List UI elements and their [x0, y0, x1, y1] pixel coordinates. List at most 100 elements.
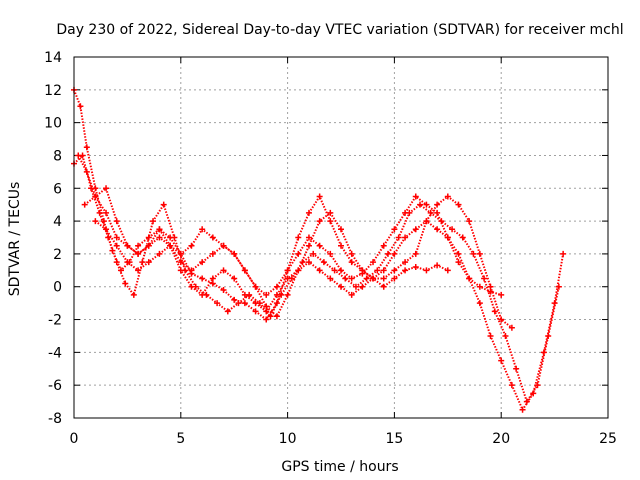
data-point	[92, 193, 99, 200]
data-point	[122, 280, 129, 287]
data-point	[220, 287, 227, 294]
x-tick-label: 20	[492, 431, 510, 447]
data-point	[498, 357, 505, 364]
y-tick-label: 14	[44, 50, 62, 66]
data-point	[139, 259, 146, 266]
data-point	[402, 234, 409, 241]
data-point	[370, 275, 377, 282]
data-point	[209, 234, 216, 241]
data-point	[224, 308, 231, 315]
data-point	[241, 267, 248, 274]
data-point	[338, 267, 344, 274]
data-point	[342, 275, 349, 282]
data-point	[395, 234, 402, 241]
data-point	[434, 201, 441, 208]
data-point	[167, 242, 174, 249]
data-point	[359, 267, 366, 274]
data-point	[444, 193, 451, 200]
data-point	[327, 250, 334, 257]
y-tick-label: -4	[48, 345, 62, 361]
y-tick-label: -2	[48, 313, 62, 329]
data-point	[402, 259, 409, 266]
data-point	[487, 332, 494, 339]
data-point	[391, 275, 398, 282]
data-point	[305, 209, 312, 216]
data-point	[470, 250, 477, 257]
data-point	[348, 275, 355, 282]
data-point	[476, 250, 483, 257]
data-point	[220, 267, 227, 274]
y-tick-label: 10	[44, 116, 62, 132]
data-point	[188, 242, 195, 249]
x-tick-label: 10	[279, 431, 297, 447]
data-point	[434, 209, 441, 216]
data-point	[156, 234, 163, 241]
data-point	[434, 262, 441, 269]
x-tick-label: 0	[70, 431, 79, 447]
data-point	[156, 226, 163, 233]
data-point	[241, 300, 248, 307]
data-point	[316, 193, 323, 200]
data-point	[124, 242, 131, 249]
data-point	[412, 226, 419, 233]
data-point	[412, 250, 419, 257]
data-point	[135, 250, 142, 257]
data-point	[338, 226, 344, 233]
data-point	[555, 283, 562, 290]
x-tick-label: 15	[385, 431, 403, 447]
data-point	[124, 259, 131, 266]
data-series	[71, 86, 567, 413]
data-point	[310, 250, 317, 257]
data-point	[263, 308, 270, 315]
y-tick-label: 2	[53, 247, 62, 263]
data-point	[380, 242, 387, 249]
data-point	[327, 275, 334, 282]
data-point	[402, 267, 409, 274]
data-point	[220, 242, 227, 249]
data-point	[295, 250, 302, 257]
x-tick-label: 25	[599, 431, 617, 447]
data-point	[491, 308, 498, 315]
data-point	[498, 316, 505, 323]
data-point	[83, 144, 90, 151]
data-point	[487, 283, 494, 290]
y-axis-label: SDTVAR / TECUs	[7, 182, 23, 297]
plot-border	[73, 56, 609, 419]
data-point	[305, 234, 312, 241]
data-point	[455, 259, 462, 266]
data-point	[199, 259, 206, 266]
data-point	[160, 201, 167, 208]
data-point	[231, 250, 238, 257]
data-point	[83, 168, 90, 175]
data-point	[348, 259, 355, 266]
data-point	[327, 209, 334, 216]
data-point	[352, 283, 359, 290]
axis-ticks: 0 5 10 15 20 25 -8 -6 -4 -2 0 2 4 6 8 10 12 14	[44, 50, 617, 447]
y-tick-label: -6	[48, 378, 62, 394]
data-point	[284, 291, 291, 298]
x-axis-label: GPS time / hours	[281, 459, 398, 475]
data-point	[145, 259, 152, 266]
data-point	[391, 267, 398, 274]
data-point	[130, 291, 137, 298]
series-track-3	[77, 155, 502, 296]
data-point	[519, 406, 526, 413]
data-point	[135, 242, 142, 249]
series-track-1	[73, 89, 565, 411]
data-point	[444, 234, 451, 241]
data-point	[338, 283, 344, 290]
data-point	[391, 250, 398, 257]
data-point	[92, 218, 99, 225]
data-point	[209, 275, 216, 282]
data-point	[498, 291, 505, 298]
data-point	[513, 365, 520, 372]
data-point	[177, 259, 184, 266]
data-point	[455, 250, 462, 257]
data-point	[545, 332, 552, 339]
data-point	[177, 267, 184, 274]
data-point	[466, 218, 473, 225]
data-point	[177, 250, 184, 257]
data-point	[103, 209, 110, 216]
data-point	[423, 218, 430, 225]
series-track-4	[84, 187, 513, 329]
